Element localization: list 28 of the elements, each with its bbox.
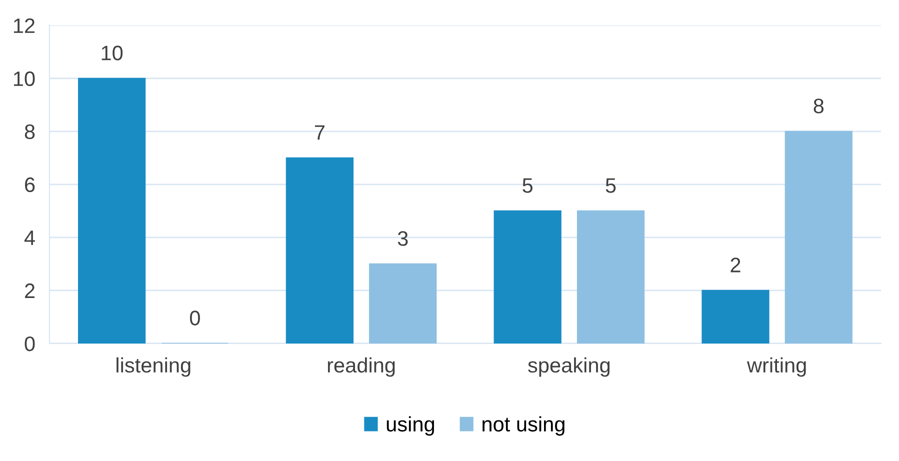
y-tick-label: 4	[24, 230, 35, 245]
bar	[702, 290, 770, 344]
y-tick-label: 2	[25, 283, 35, 298]
bar	[78, 78, 146, 344]
bar	[494, 210, 562, 344]
y-tick-label: 0	[24, 336, 35, 352]
x-tick-label: listening	[116, 357, 190, 377]
data-label: 2	[730, 258, 740, 272]
data-label: 0	[190, 310, 200, 326]
bar	[784, 130, 852, 344]
data-label: 7	[314, 125, 324, 140]
x-tick-label: writing	[746, 357, 806, 377]
data-label: 5	[606, 178, 616, 193]
x-tick-label: speaking	[528, 357, 610, 377]
bar	[369, 263, 437, 344]
y-tick-label: 10	[14, 71, 35, 86]
data-label: 8	[814, 98, 824, 114]
y-tick-label: 8	[24, 124, 35, 140]
bar	[576, 210, 645, 344]
data-label: 5	[522, 178, 533, 193]
bar	[286, 157, 354, 344]
data-label: 3	[398, 231, 408, 246]
legend-label: not using	[482, 416, 564, 436]
data-label: 10	[102, 46, 123, 60]
legend-label: using	[386, 416, 434, 436]
y-tick-label: 6	[25, 177, 35, 192]
x-tick-label: reading	[328, 357, 395, 377]
y-tick-label: 12	[14, 18, 35, 33]
